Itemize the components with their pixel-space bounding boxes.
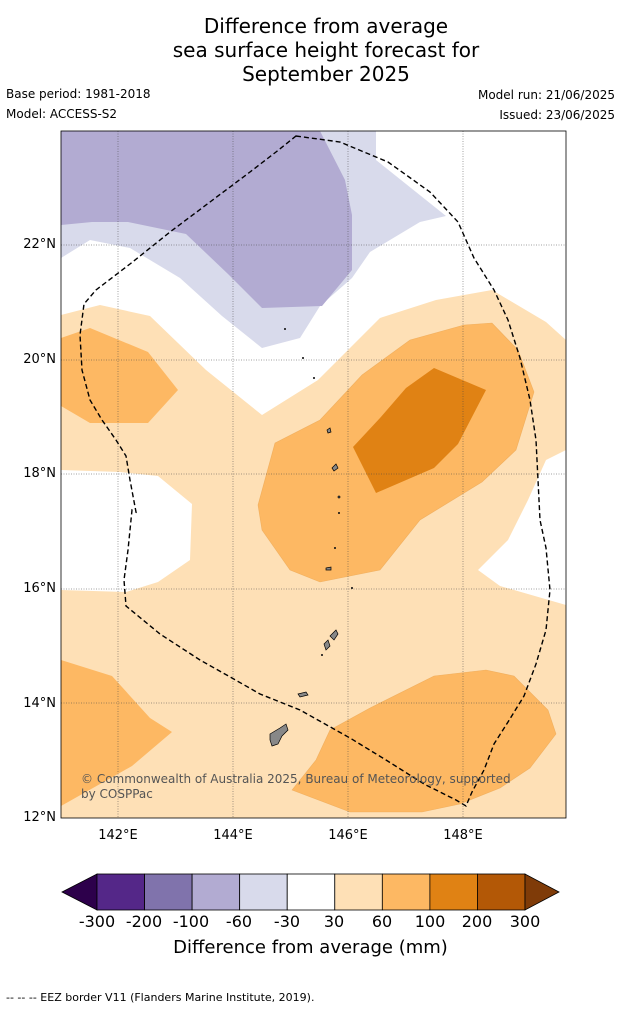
cbar-tick-200: 200: [461, 912, 493, 931]
island-pagan: [331, 463, 339, 472]
contour-pos60-southwest: [61, 660, 172, 806]
lon-tick-144: 144°E: [213, 828, 253, 843]
contour-fills: [61, 131, 566, 818]
eez-border: [79, 135, 551, 808]
title-line-2: sea surface height forecast for: [172, 38, 480, 62]
cbar-tick-neg200: -200: [125, 912, 163, 931]
lon-tick-142: 142°E: [98, 828, 138, 843]
cbar-extend-high: [524, 873, 560, 911]
lat-tick-22: 22°N: [23, 237, 56, 252]
contour-pos60-west: [61, 328, 178, 423]
contour-pos60-southeast: [292, 670, 556, 812]
cbar-tick-100: 100: [414, 912, 446, 931]
cbar-segment: [144, 873, 193, 911]
island-tinian: [323, 639, 331, 651]
cbar-segment: [96, 873, 145, 911]
island-guam: [269, 723, 289, 747]
island-agrihan: [326, 427, 332, 434]
lat-tick-14: 14°N: [23, 696, 56, 711]
lat-tick-20: 20°N: [23, 352, 56, 367]
cbar-extend-low: [61, 873, 98, 911]
lat-tick-16: 16°N: [23, 581, 56, 596]
model-name: Model: ACCESS-S2: [6, 107, 118, 121]
cbar-segment: [334, 873, 383, 911]
island-small-1: [337, 495, 341, 499]
contour-pos100: [353, 368, 486, 493]
cbar-segment: [429, 873, 478, 911]
model-run: Model run: 21/06/2025: [477, 88, 615, 102]
cbar-tick-neg60: -60: [225, 912, 253, 931]
lon-tick-146: 146°E: [328, 828, 368, 843]
cbar-tick-neg100: -100: [172, 912, 210, 931]
copyright-credit: © Commonwealth of Australia 2025, Bureau…: [81, 772, 511, 801]
cbar-tick-neg300: -300: [78, 912, 116, 931]
title-line-3: September 2025: [242, 62, 410, 86]
cbar-segment: [239, 873, 288, 911]
island-small-5: [320, 653, 324, 657]
map-frame: [60, 130, 567, 819]
lat-tick-12: 12°N: [23, 810, 56, 825]
island-small-7: [301, 356, 305, 360]
issued-date: Issued: 23/06/2025: [499, 108, 615, 122]
eez-legend: -- -- -- EEZ border V11 (Flanders Marine…: [6, 991, 315, 1004]
island-saipan: [329, 629, 339, 641]
island-rota: [297, 691, 309, 698]
map-title: Difference from average sea surface heig…: [0, 14, 621, 86]
cbar-segment: [477, 873, 526, 911]
colorbar-label: Difference from average (mm): [173, 937, 448, 958]
island-anatahan: [325, 566, 332, 571]
cbar-segment: [191, 873, 241, 911]
contour-neg60: [61, 131, 352, 308]
lat-tick-18: 18°N: [23, 466, 56, 481]
island-small-2: [337, 511, 341, 515]
cbar-segment: [381, 873, 431, 911]
title-line-1: Difference from average: [203, 14, 449, 38]
cbar-segment: [286, 873, 336, 911]
island-small-6: [312, 376, 316, 380]
island-small-8: [283, 327, 287, 331]
island-small-4: [350, 586, 354, 590]
cbar-tick-neg30: -30: [273, 912, 301, 931]
cbar-tick-60: 60: [371, 912, 393, 931]
cbar-tick-30: 30: [323, 912, 345, 931]
island-small-3: [333, 546, 337, 550]
gridlines: [61, 131, 566, 818]
cbar-tick-300: 300: [509, 912, 541, 931]
lon-tick-148: 148°E: [443, 828, 483, 843]
islands: [269, 327, 354, 747]
base-period: Base period: 1981-2018: [6, 87, 151, 101]
